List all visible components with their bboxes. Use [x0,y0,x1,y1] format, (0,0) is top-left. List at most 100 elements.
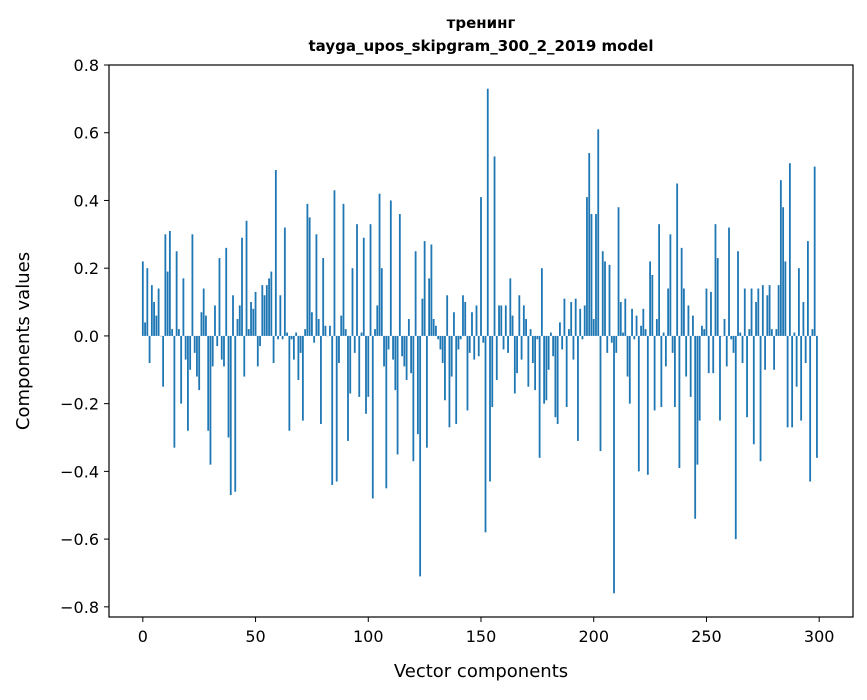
chart-title-line2: tayga_upos_skipgram_300_2_2019 model [309,37,654,55]
bar-component-243 [690,336,692,397]
bar-component-242 [688,305,690,335]
bar-component-90 [345,329,347,336]
bar-component-115 [401,336,403,356]
bar-component-62 [282,336,284,339]
bar-component-228 [656,319,658,336]
bar-component-14 [173,336,175,448]
bar-component-158 [498,305,500,335]
bar-component-172 [530,329,532,336]
bar-component-154 [489,336,491,482]
bar-component-33 [216,336,218,346]
bar-component-225 [649,261,651,336]
bar-component-249 [703,329,705,336]
bar-component-130 [435,326,437,336]
bar-component-194 [579,309,581,336]
bar-component-278 [769,285,771,336]
bar-component-161 [505,305,507,335]
bar-component-189 [568,329,570,336]
bar-component-280 [773,336,775,370]
bar-component-217 [631,309,633,336]
bar-component-273 [757,289,759,336]
bar-component-237 [676,184,678,336]
bar-component-77 [316,234,318,336]
bar-component-37 [225,248,227,336]
bar-component-119 [410,336,412,373]
bar-component-200 [593,319,595,336]
bar-component-149 [478,336,480,356]
bar-component-30 [210,336,212,465]
chart-title-line1: тренинг [447,14,516,32]
bar-component-247 [699,336,701,421]
bar-component-184 [557,336,559,424]
bar-component-45 [243,336,245,377]
bar-component-10 [164,234,166,336]
y-tick-label: 0.8 [74,56,99,75]
bar-component-264 [737,251,739,336]
bar-component-48 [250,302,252,336]
bar-component-69 [297,336,299,380]
bar-component-87 [338,336,340,363]
bar-component-266 [742,336,744,363]
y-tick-label: −0.4 [60,462,99,481]
x-axis-label: Vector components [394,661,568,682]
bar-component-214 [624,299,626,336]
bar-component-259 [726,336,728,366]
bar-component-42 [237,319,239,336]
bar-component-179 [545,336,547,400]
bar-component-132 [440,336,442,350]
bar-component-182 [552,336,554,356]
bar-component-128 [430,244,432,335]
bar-component-23 [194,336,196,353]
bar-component-299 [816,336,818,458]
bar-component-298 [814,167,816,336]
bar-component-152 [485,336,487,532]
bar-component-41 [234,336,236,492]
bar-component-197 [586,197,588,336]
y-axis-label: Components values [13,252,34,430]
bar-component-122 [417,336,419,434]
bar-component-93 [352,268,354,336]
bar-component-176 [539,336,541,458]
bar-component-198 [588,153,590,336]
bar-component-286 [787,336,789,427]
bar-component-283 [780,180,782,336]
bar-component-294 [805,336,807,363]
bar-component-108 [385,336,387,488]
bar-component-36 [223,336,225,366]
bar-component-102 [372,336,374,499]
y-tick-label: 0.6 [74,124,99,143]
bar-component-95 [356,224,358,336]
bar-component-5 [153,302,155,336]
bar-component-101 [370,224,372,336]
bar-component-180 [548,336,550,370]
bar-component-129 [433,319,435,336]
x-tick-label: 100 [353,627,384,646]
bar-component-284 [782,207,784,336]
bar-component-71 [302,336,304,421]
bar-component-27 [203,289,205,336]
bar-component-78 [318,319,320,336]
bar-component-207 [609,265,611,336]
bar-component-58 [273,336,275,363]
bar-component-75 [311,312,313,336]
bar-component-296 [809,336,811,482]
y-tick-label: 0.4 [74,191,99,210]
bar-component-83 [329,326,331,336]
bar-component-44 [241,238,243,336]
bar-component-263 [735,336,737,539]
bar-component-199 [591,214,593,336]
x-tick-label: 300 [804,627,835,646]
bar-component-50 [255,292,257,336]
bar-component-136 [449,336,451,427]
bar-component-210 [615,336,617,353]
bar-component-196 [584,305,586,335]
y-tick-label: 0.2 [74,259,99,278]
bar-component-293 [802,302,804,336]
x-tick-label: 200 [578,627,609,646]
bar-component-230 [660,336,662,407]
bar-component-255 [717,258,719,336]
bar-component-250 [706,289,708,336]
bar-component-159 [500,305,502,335]
bar-component-131 [437,336,439,339]
bar-component-139 [455,336,457,424]
